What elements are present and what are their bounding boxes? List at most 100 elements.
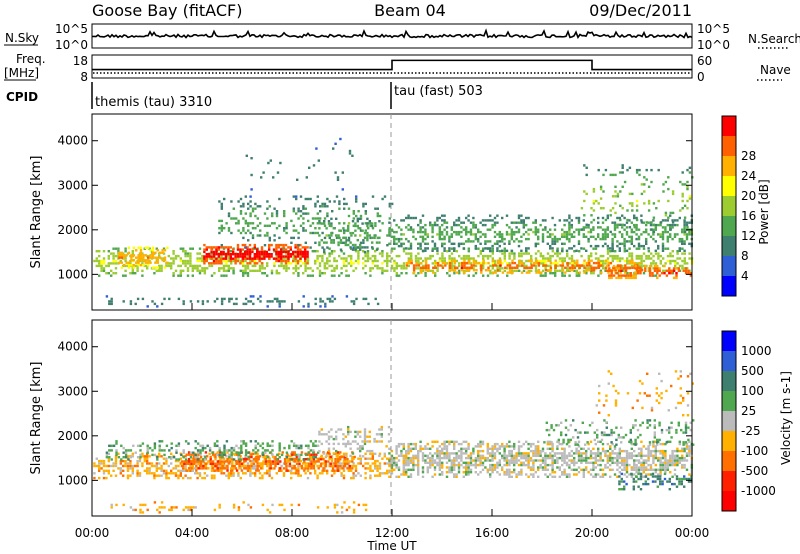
heatmap-cell [395, 456, 398, 460]
heatmap-cell [256, 205, 259, 208]
heatmap-cell [151, 251, 155, 254]
heatmap-cell [310, 460, 313, 463]
heatmap-cell [139, 444, 142, 447]
heatmap-cell [244, 222, 247, 225]
heatmap-cell [378, 467, 382, 470]
heatmap-cell [616, 264, 620, 267]
heatmap-cell [561, 267, 564, 270]
heatmap-cell [110, 474, 113, 477]
heatmap-cell [395, 267, 398, 270]
heatmap-cell [503, 252, 506, 255]
heatmap-cell [517, 440, 521, 443]
heatmap-cell [177, 476, 180, 480]
heatmap-cell [517, 463, 521, 467]
heatmap-cell [146, 305, 149, 308]
heatmap-cell [293, 451, 296, 454]
heatmap-cell [255, 458, 258, 461]
heatmap-cell [330, 457, 334, 460]
heatmap-cell [630, 221, 633, 224]
heatmap-cell [469, 468, 473, 471]
heatmap-cell [316, 250, 319, 253]
heatmap-cell [366, 217, 369, 220]
heatmap-cell [259, 444, 262, 447]
heatmap-cell [264, 451, 267, 454]
heatmap-cell [205, 246, 208, 249]
heatmap-cell [302, 212, 305, 215]
heatmap-cell [160, 264, 163, 268]
heatmap-cell [234, 259, 237, 263]
heatmap-cell [174, 464, 178, 468]
heatmap-cell [158, 452, 161, 455]
heatmap-cell [387, 440, 391, 443]
heatmap-cell [323, 241, 326, 244]
heatmap-cell [611, 233, 614, 236]
heatmap-cell [544, 459, 547, 462]
heatmap-cell [383, 269, 386, 272]
heatmap-cell [517, 230, 521, 234]
heatmap-cell [672, 267, 676, 270]
heatmap-cell [448, 247, 451, 250]
heatmap-cell [98, 262, 101, 265]
heatmap-cell [246, 248, 249, 251]
heatmap-cell [486, 228, 489, 231]
heatmap-cell [558, 237, 561, 241]
heatmap-cell [373, 234, 376, 237]
heatmap-cell [307, 446, 310, 450]
heatmap-cell [477, 240, 480, 243]
heatmap-cell [139, 254, 143, 257]
heatmap-cell [491, 252, 494, 255]
heatmap-cell [520, 468, 523, 471]
heatmap-cell [612, 266, 615, 269]
heatmap-cell [583, 266, 586, 269]
heatmap-cell [441, 452, 444, 455]
heatmap-cell [380, 433, 383, 436]
heatmap-cell [230, 262, 233, 265]
heatmap-cell [184, 262, 187, 265]
heatmap-cell [332, 241, 335, 244]
heatmap-cell [393, 459, 396, 462]
heatmap-cell [158, 474, 161, 477]
heatmap-cell [297, 272, 300, 275]
heatmap-cell [431, 226, 434, 229]
heatmap-cell [153, 444, 157, 447]
heatmap-cell [303, 460, 306, 463]
heatmap-cell [652, 219, 655, 222]
heatmap-cell [210, 252, 214, 255]
heatmap-cell [453, 221, 456, 224]
heatmap-cell [249, 200, 252, 203]
heatmap-cell [160, 440, 164, 443]
heatmap-cell [460, 456, 463, 460]
heatmap-cell [501, 456, 504, 460]
heatmap-cell [342, 437, 345, 441]
heatmap-cell [244, 297, 248, 301]
heatmap-cell [537, 452, 540, 455]
heatmap-cell [338, 200, 341, 203]
heatmap-cell [196, 442, 200, 445]
heatmap-cell [565, 461, 569, 464]
heatmap-cell [448, 259, 451, 263]
heatmap-cell [450, 257, 454, 260]
heatmap-cell [510, 230, 513, 234]
heatmap-cell [539, 252, 542, 255]
heatmap-cell [325, 433, 328, 436]
heatmap-cell [424, 461, 427, 464]
heatmap-cell [405, 452, 408, 455]
heatmap-cell [386, 257, 389, 260]
heatmap-cell [587, 456, 590, 460]
heatmap-cell [484, 254, 487, 258]
heatmap-cell [314, 444, 317, 447]
heatmap-cell [575, 216, 578, 220]
heatmap-cell [339, 428, 343, 431]
heatmap-cell [628, 266, 632, 269]
heatmap-cell [317, 467, 320, 470]
heatmap-cell [580, 247, 583, 250]
heatmap-cell [635, 171, 639, 174]
heatmap-cell [160, 269, 163, 272]
heatmap-cell [551, 240, 554, 243]
heatmap-cell [580, 468, 583, 471]
heatmap-cell [217, 262, 220, 265]
heatmap-cell [208, 246, 211, 249]
heatmap-cell [388, 242, 391, 245]
heatmap-cell [362, 241, 365, 244]
heatmap-cell [354, 464, 358, 468]
